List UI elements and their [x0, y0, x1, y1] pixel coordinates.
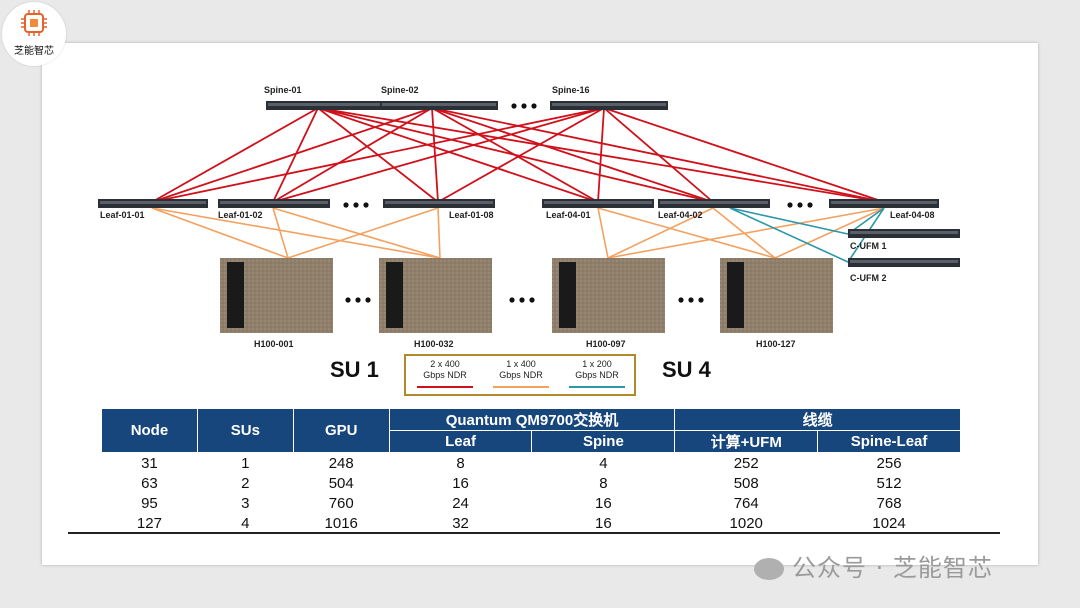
cell: 768 — [876, 494, 902, 512]
spine-label: Spine-01 — [264, 85, 302, 95]
su-label: SU 4 — [662, 357, 711, 382]
table-row: 127 4 1016 32 16 1020 1024 — [102, 513, 961, 533]
cell: 16 — [452, 474, 469, 492]
legend-item-line2: Gbps NDR — [423, 370, 467, 380]
legend-swatch — [417, 386, 473, 388]
cell: 1020 — [729, 514, 763, 532]
cell: 95 — [141, 494, 158, 512]
chip-icon — [21, 10, 47, 36]
watermark-text: 公众号 · 芝能智芯 — [792, 554, 993, 582]
legend-item-line2: Gbps NDR — [575, 370, 619, 380]
leaf-label: Leaf-01-01 — [100, 210, 145, 220]
header-quantum: Quantum QM9700交换机 — [388, 408, 676, 431]
leaf-label: Leaf-04-08 — [890, 210, 935, 220]
network-diagram: Spine-01 Spine-02 Spine-16 Leaf-01-01 Le… — [98, 85, 960, 349]
brand-name: 芝能智芯 — [14, 46, 54, 57]
cell: 8 — [599, 474, 608, 492]
su-label: SU 1 — [330, 357, 379, 382]
legend-item-line1: 1 x 200 — [582, 359, 612, 369]
server-label: H100-127 — [756, 339, 796, 349]
cell: 2 — [241, 474, 250, 492]
wechat-icon — [754, 558, 784, 580]
spine-label: Spine-16 — [552, 85, 590, 95]
cell: 764 — [733, 494, 759, 512]
cell: 252 — [733, 454, 759, 472]
cell: 31 — [141, 454, 158, 472]
cell: 8 — [456, 454, 465, 472]
cell: 1024 — [872, 514, 906, 532]
legend-item-line1: 1 x 400 — [506, 359, 536, 369]
leaf-label: Leaf-01-08 — [449, 210, 494, 220]
cell: 512 — [876, 474, 902, 492]
spine-ellipsis — [511, 103, 537, 109]
legend-item-line1: 2 x 400 — [430, 359, 460, 369]
leaf-label: Leaf-01-02 — [218, 210, 263, 220]
ufm-label: C-UFM 2 — [850, 273, 887, 283]
header-compute-ufm: 计算+UFM — [674, 430, 819, 453]
header-leaf: Leaf — [388, 430, 533, 453]
spine-switch-group — [266, 101, 668, 110]
brand-logo: 芝能智芯 — [2, 2, 66, 66]
legend-item: 2 x 400 Gbps NDR — [410, 359, 480, 381]
cell: 32 — [452, 514, 469, 532]
header-cables: 线缆 — [674, 408, 961, 431]
table-row: 63 2 504 16 8 508 512 — [102, 473, 961, 493]
header-spine-leaf: Spine-Leaf — [817, 430, 961, 453]
table-row: 95 3 760 24 16 764 768 — [102, 493, 961, 513]
leaf-server-links — [151, 207, 885, 259]
header-gpu: GPU — [292, 408, 390, 453]
cell: 1016 — [324, 514, 358, 532]
leaf-switch-group — [98, 199, 939, 208]
legend-swatch — [493, 386, 549, 388]
cell: 16 — [595, 514, 612, 532]
cell: 248 — [328, 454, 354, 472]
header-spine: Spine — [531, 430, 676, 453]
server-label: H100-032 — [414, 339, 454, 349]
scale-table: Node SUs GPU Quantum QM9700交换机 线缆 Leaf S… — [101, 408, 961, 533]
header-node: Node — [101, 408, 198, 453]
leaf-label: Leaf-04-02 — [658, 210, 703, 220]
spine-leaf-links — [151, 107, 885, 203]
legend-item: 1 x 400 Gbps NDR — [486, 359, 556, 381]
server-ellipsis — [345, 297, 704, 303]
legend: 2 x 400 Gbps NDR 1 x 400 Gbps NDR 1 x 20… — [404, 354, 636, 396]
watermark: 公众号 · 芝能智芯 — [754, 548, 993, 583]
cell: 3 — [241, 494, 250, 512]
cell: 1 — [241, 454, 250, 472]
cell: 508 — [733, 474, 759, 492]
header-sus: SUs — [196, 408, 294, 453]
ufm-label: C-UFM 1 — [850, 241, 887, 251]
cell: 504 — [328, 474, 354, 492]
server-group — [220, 258, 833, 333]
legend-swatch — [569, 386, 625, 388]
cell: 127 — [136, 514, 162, 532]
cell: 760 — [328, 494, 354, 512]
cell: 4 — [241, 514, 250, 532]
table-row: 31 1 248 8 4 252 256 — [102, 453, 961, 474]
cell: 24 — [452, 494, 469, 512]
cell: 16 — [595, 494, 612, 512]
spine-label: Spine-02 — [381, 85, 419, 95]
server-label: H100-097 — [586, 339, 626, 349]
cell: 4 — [599, 454, 608, 472]
cell: 63 — [141, 474, 158, 492]
leaf-ellipsis — [343, 202, 813, 208]
server-label: H100-001 — [254, 339, 294, 349]
legend-item: 1 x 200 Gbps NDR — [562, 359, 632, 381]
leaf-label: Leaf-04-01 — [546, 210, 591, 220]
legend-item-line2: Gbps NDR — [499, 370, 543, 380]
table-bottom-rule — [68, 532, 1000, 534]
cell: 256 — [876, 454, 902, 472]
